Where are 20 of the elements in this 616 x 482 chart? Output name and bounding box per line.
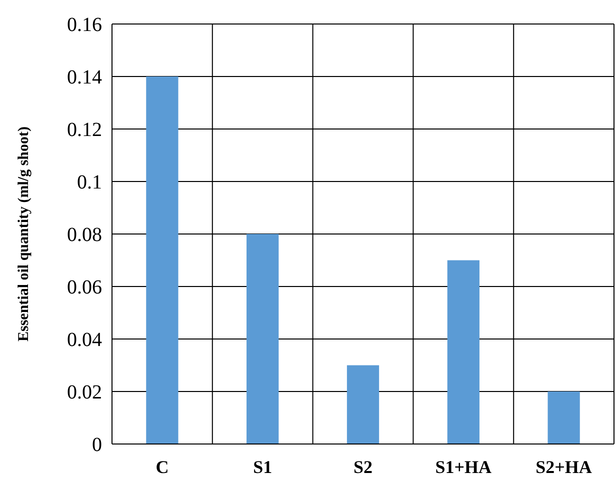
bar <box>246 234 279 444</box>
x-tick-label: S1 <box>253 457 272 477</box>
x-tick-label: C <box>156 457 169 477</box>
y-tick-label: 0.06 <box>67 276 102 298</box>
bar <box>447 260 480 444</box>
bar <box>146 76 178 444</box>
bar <box>346 365 380 444</box>
y-axis-title: Essential oil quantity (ml/g shoot) <box>16 126 32 342</box>
x-tick-label: S1+HA <box>435 457 492 477</box>
x-tick-label: S2+HA <box>536 457 592 477</box>
y-tick-label: 0.12 <box>67 119 102 141</box>
y-tick-label: 0.1 <box>77 172 102 194</box>
y-tick-label: 0.04 <box>67 329 102 351</box>
bar <box>548 392 580 444</box>
y-tick-label: 0.02 <box>67 382 102 404</box>
y-tick-label: 0.14 <box>67 66 102 88</box>
y-tick-label: 0.16 <box>67 14 102 36</box>
y-tick-label: 0.08 <box>67 224 102 246</box>
y-tick-label: 0 <box>92 434 102 456</box>
x-tick-label: S2 <box>353 457 373 477</box>
